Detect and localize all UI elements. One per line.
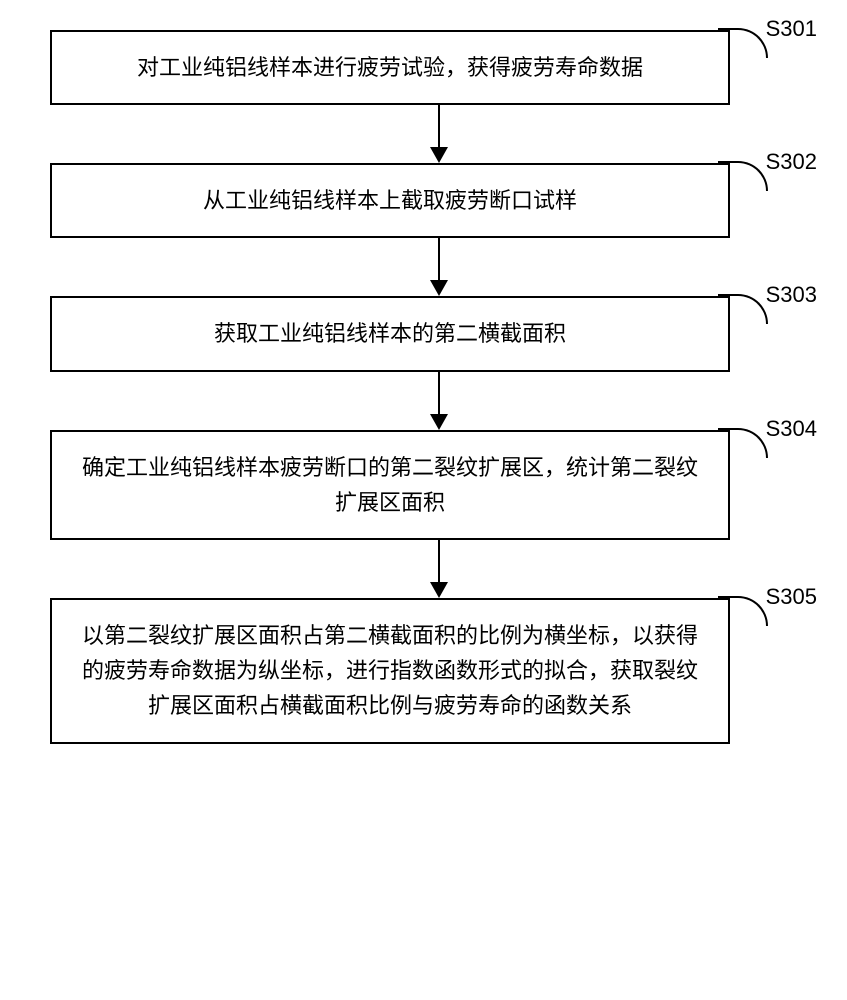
arrow-line	[438, 238, 440, 280]
curve-line	[718, 28, 768, 58]
label-connector: S302	[718, 163, 817, 191]
step-box-5: 以第二裂纹扩展区面积占第二横截面积的比例为横坐标，以获得的疲劳寿命数据为纵坐标，…	[50, 598, 730, 744]
step-label: S302	[766, 149, 817, 175]
arrow-down	[99, 372, 779, 430]
step-label: S304	[766, 416, 817, 442]
step-row: 以第二裂纹扩展区面积占第二横截面积的比例为横坐标，以获得的疲劳寿命数据为纵坐标，…	[20, 598, 827, 744]
arrow-head	[430, 414, 448, 430]
arrow-down	[99, 105, 779, 163]
label-connector: S305	[718, 598, 817, 626]
step-text: 对工业纯铝线样本进行疲劳试验，获得疲劳寿命数据	[137, 50, 643, 85]
flowchart-container: 对工业纯铝线样本进行疲劳试验，获得疲劳寿命数据 S301 从工业纯铝线样本上截取…	[20, 30, 827, 744]
step-text: 以第二裂纹扩展区面积占第二横截面积的比例为横坐标，以获得的疲劳寿命数据为纵坐标，…	[76, 618, 704, 724]
step-label: S303	[766, 282, 817, 308]
step-label: S301	[766, 16, 817, 42]
step-row: 对工业纯铝线样本进行疲劳试验，获得疲劳寿命数据 S301	[20, 30, 827, 105]
step-box-2: 从工业纯铝线样本上截取疲劳断口试样	[50, 163, 730, 238]
arrow-down	[99, 238, 779, 296]
step-text: 确定工业纯铝线样本疲劳断口的第二裂纹扩展区，统计第二裂纹扩展区面积	[76, 450, 704, 520]
step-box-1: 对工业纯铝线样本进行疲劳试验，获得疲劳寿命数据	[50, 30, 730, 105]
label-connector: S304	[718, 430, 817, 458]
step-label: S305	[766, 584, 817, 610]
curve-line	[718, 161, 768, 191]
arrow-down	[99, 540, 779, 598]
label-connector: S303	[718, 296, 817, 324]
step-row: 从工业纯铝线样本上截取疲劳断口试样 S302	[20, 163, 827, 238]
step-box-3: 获取工业纯铝线样本的第二横截面积	[50, 296, 730, 371]
step-text: 获取工业纯铝线样本的第二横截面积	[214, 316, 566, 351]
label-connector: S301	[718, 30, 817, 58]
arrow-head	[430, 582, 448, 598]
step-text: 从工业纯铝线样本上截取疲劳断口试样	[203, 183, 577, 218]
arrow-line	[438, 105, 440, 147]
step-row: 获取工业纯铝线样本的第二横截面积 S303	[20, 296, 827, 371]
step-row: 确定工业纯铝线样本疲劳断口的第二裂纹扩展区，统计第二裂纹扩展区面积 S304	[20, 430, 827, 540]
arrow-head	[430, 147, 448, 163]
curve-line	[718, 428, 768, 458]
curve-line	[718, 294, 768, 324]
curve-line	[718, 596, 768, 626]
arrow-line	[438, 372, 440, 414]
step-box-4: 确定工业纯铝线样本疲劳断口的第二裂纹扩展区，统计第二裂纹扩展区面积	[50, 430, 730, 540]
arrow-head	[430, 280, 448, 296]
arrow-line	[438, 540, 440, 582]
